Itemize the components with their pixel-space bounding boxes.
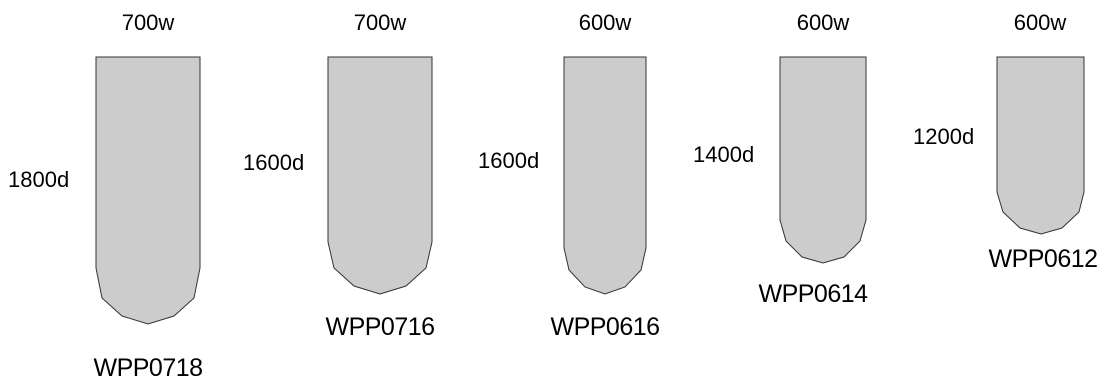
bag-width-label: 700w xyxy=(354,10,407,35)
bag-wpp0616: 600w 1600d WPP0616 xyxy=(478,10,660,341)
bag-code-label: WPP0718 xyxy=(93,354,202,382)
bag-width-label: 600w xyxy=(1014,10,1067,35)
bag-code-label: WPP0612 xyxy=(988,245,1097,273)
bag-outline xyxy=(563,56,647,295)
bag-wpp0716: 700w 1600d WPP0716 xyxy=(243,10,435,341)
bag-wpp0614: 600w 1400d WPP0614 xyxy=(693,10,869,308)
bag-outline xyxy=(95,56,201,325)
bag-depth-label: 1600d xyxy=(243,150,304,175)
bag-depth-label: 1600d xyxy=(478,148,539,173)
bag-width-label: 700w xyxy=(122,10,175,35)
bag-outline xyxy=(327,56,433,295)
bag-wpp0718: 700w 1800d WPP0718 xyxy=(8,10,203,382)
bag-outline xyxy=(779,56,867,264)
bag-outline xyxy=(996,56,1085,235)
bag-depth-label: 1400d xyxy=(693,142,754,167)
bag-depth-label: 1800d xyxy=(8,167,69,192)
bag-code-label: WPP0716 xyxy=(325,313,434,341)
bag-code-label: WPP0616 xyxy=(550,313,659,341)
bag-depth-label: 1200d xyxy=(913,124,974,149)
bag-width-label: 600w xyxy=(797,10,850,35)
bag-wpp0612: 600w 1200d WPP0612 xyxy=(913,10,1098,273)
bag-code-label: WPP0614 xyxy=(758,280,868,308)
bag-width-label: 600w xyxy=(579,10,632,35)
